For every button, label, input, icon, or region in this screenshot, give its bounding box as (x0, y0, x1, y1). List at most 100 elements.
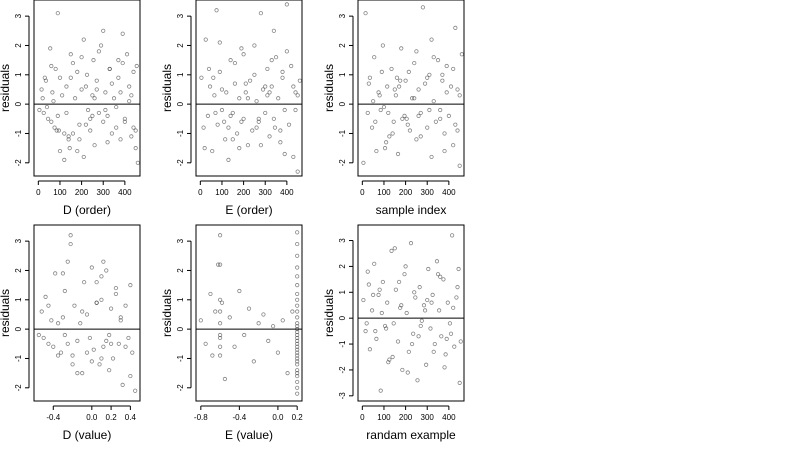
y-tick-label: -1 (176, 354, 185, 362)
data-point-3-1 (361, 160, 366, 165)
data-point-3-32 (427, 72, 432, 77)
data-point-3-25 (412, 60, 417, 66)
data-point-3-68 (440, 72, 445, 77)
data-point-1-81 (107, 66, 112, 72)
data-point-2-46 (291, 154, 296, 160)
data-point-5-60 (295, 379, 300, 385)
y-tick-label: 0 (14, 101, 23, 106)
data-point-3-43 (451, 143, 456, 148)
data-point-5-21 (280, 318, 285, 323)
data-point-2-60 (271, 28, 276, 33)
data-point-6-58 (438, 274, 443, 279)
data-point-4-10 (58, 350, 64, 355)
data-point-6-53 (405, 370, 410, 375)
data-point-1-60 (70, 60, 76, 66)
data-point-2-75 (256, 116, 261, 121)
data-point-2-63 (291, 84, 296, 89)
x-tick-label: 400 (442, 188, 456, 197)
x-tick-label: -0.4 (232, 413, 246, 422)
data-point-2-73 (230, 137, 235, 142)
data-point-1-72 (88, 128, 93, 133)
data-point-5-40 (295, 303, 300, 308)
data-point-6-71 (390, 354, 395, 360)
data-point-2-59 (265, 93, 270, 98)
y-axis-title: residuals (322, 64, 336, 112)
data-point-6-20 (402, 272, 407, 277)
data-point-5-59 (295, 373, 300, 379)
data-point-1-5 (45, 116, 51, 121)
data-point-1-75 (127, 84, 132, 89)
data-point-1-84 (79, 55, 84, 60)
data-point-6-34 (432, 341, 437, 347)
data-point-5-23 (290, 309, 295, 314)
data-point-6-12 (385, 300, 390, 305)
data-point-2-18 (232, 81, 238, 86)
data-point-1-67 (116, 58, 121, 63)
data-point-3-62 (457, 163, 462, 168)
data-point-3-54 (405, 122, 410, 127)
data-point-4-64 (94, 280, 99, 285)
data-point-1-15 (60, 93, 65, 98)
data-point-2-26 (250, 128, 255, 133)
data-point-5-8 (219, 300, 225, 305)
data-point-6-8 (376, 292, 381, 297)
data-point-3-22 (406, 69, 411, 74)
plot-frame (33, 0, 141, 177)
data-point-6-49 (379, 310, 384, 316)
data-point-3-23 (407, 128, 413, 133)
data-point-4-2 (39, 309, 44, 314)
data-point-5-19 (270, 324, 276, 329)
data-point-6-5 (369, 308, 375, 313)
x-tick-label: 100 (377, 188, 391, 197)
data-point-5-39 (295, 297, 300, 302)
data-point-6-10 (380, 279, 385, 285)
data-point-5-25 (217, 262, 223, 267)
data-point-5-41 (295, 309, 300, 314)
x-tick-label: 0.4 (125, 413, 137, 422)
y-tick-label: 3 (176, 238, 185, 243)
data-point-5-57 (295, 362, 300, 367)
data-point-2-3 (203, 37, 208, 42)
data-point-5-20 (275, 350, 281, 355)
x-tick-label: 200 (399, 188, 413, 197)
data-point-6-73 (416, 334, 421, 339)
data-point-1-45 (118, 137, 123, 142)
y-tick-label: 3 (176, 13, 185, 18)
data-point-6-28 (419, 318, 424, 323)
data-point-3-21 (404, 116, 409, 121)
panel-5: -0.8 -0.4 0.0 0.2 -2 -1 0 1 2 3 E (value) residuals (160, 224, 303, 442)
data-point-4-6 (49, 318, 54, 323)
data-point-4-28 (101, 344, 106, 349)
data-point-1-38 (103, 90, 108, 95)
data-point-1-3 (41, 110, 46, 116)
data-point-2-43 (284, 2, 289, 7)
data-point-6-31 (426, 266, 431, 272)
panel-3: 0 100 200 300 400 -2 -1 0 1 2 3 sample index residua… (322, 0, 465, 217)
data-point-1-28 (84, 72, 90, 77)
data-point-1-54 (135, 160, 140, 165)
data-point-6-19 (400, 367, 405, 373)
y-tick-label: 0 (338, 315, 347, 320)
data-point-1-68 (122, 119, 127, 124)
data-point-3-59 (438, 116, 443, 121)
data-point-6-16 (393, 287, 398, 292)
x-tick-label: 100 (53, 188, 67, 197)
data-point-6-72 (403, 264, 408, 269)
data-point-5-36 (295, 274, 300, 279)
data-point-2-79 (237, 146, 242, 151)
data-point-2-30 (258, 11, 263, 16)
data-point-3-34 (431, 99, 436, 104)
data-point-3-16 (393, 93, 398, 98)
data-point-3-29 (420, 5, 425, 10)
data-point-4-30 (107, 332, 112, 338)
x-tick-label: 200 (75, 188, 89, 197)
data-point-6-35 (434, 259, 440, 264)
data-point-6-4 (367, 347, 372, 352)
data-point-5-50 (295, 341, 300, 346)
data-point-3-76 (455, 87, 460, 92)
data-point-4-11 (60, 315, 66, 320)
data-point-4-40 (130, 350, 135, 355)
data-point-4-13 (65, 341, 70, 346)
data-point-2-56 (245, 96, 251, 101)
data-point-5-24 (217, 233, 223, 238)
